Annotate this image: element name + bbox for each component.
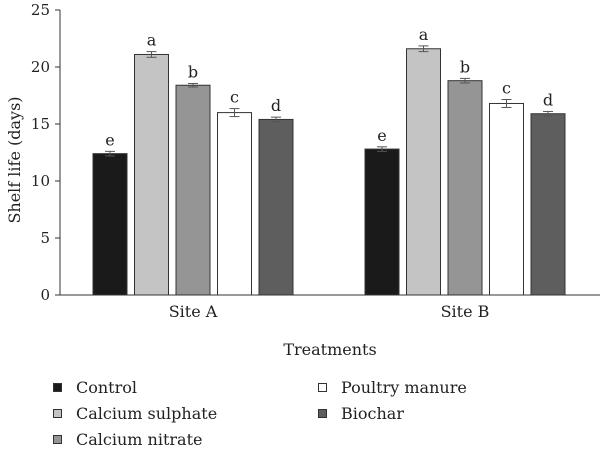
bar [92, 153, 128, 296]
bar [175, 84, 211, 296]
significance-letter: b [188, 63, 198, 82]
bar [364, 148, 400, 296]
bar [489, 102, 524, 296]
y-tick-label: 10 [31, 172, 50, 190]
legend-swatch [318, 409, 327, 418]
significance-letter: e [377, 126, 386, 145]
legend-swatch [318, 383, 327, 392]
y-tick-label: 20 [31, 58, 50, 76]
bar [447, 80, 483, 296]
bars: e a b c d e a b c d [92, 25, 566, 296]
legend-label: Calcium sulphate [76, 404, 218, 423]
x-axis-label: Treatments [283, 340, 376, 359]
legend-item: Biochar [318, 404, 404, 423]
x-axis: Site A Site B [60, 294, 600, 321]
bar-chart: 0 5 10 15 20 25 Site A Site B e a b c d e a b c d Shelf… [5, 1, 600, 359]
y-tick-label: 5 [40, 229, 50, 247]
significance-letter: b [460, 57, 470, 76]
bar [217, 112, 252, 296]
legend-item: Calcium sulphate [53, 404, 217, 423]
legend-swatch [53, 383, 62, 392]
y-tick-label: 25 [31, 1, 50, 19]
bar [406, 48, 441, 296]
y-tick-label: 0 [40, 286, 50, 304]
significance-letter: c [230, 88, 239, 107]
legend-label: Biochar [341, 404, 404, 423]
significance-letter: c [502, 78, 511, 97]
legend-item: Poultry manure [318, 378, 467, 397]
legend-item: Control [53, 378, 137, 397]
bar [530, 113, 566, 296]
legend-label: Poultry manure [341, 378, 467, 397]
x-tick-label: Site B [441, 302, 490, 321]
bar [134, 53, 169, 296]
significance-letter: a [147, 31, 157, 50]
y-axis: 0 5 10 15 20 25 [31, 1, 61, 304]
legend-item: Calcium nitrate [53, 430, 202, 449]
bar [258, 118, 294, 296]
legend: Control Calcium sulphate Calcium nitrate Po… [0, 374, 600, 452]
y-tick-label: 15 [31, 115, 50, 133]
legend-label: Calcium nitrate [76, 430, 203, 449]
x-tick-label: Site A [169, 302, 218, 321]
y-axis-label: Shelf life (days) [5, 96, 24, 223]
significance-letter: a [419, 25, 429, 44]
legend-swatch [53, 409, 62, 418]
legend-label: Control [76, 378, 138, 397]
significance-letter: d [271, 96, 281, 115]
significance-letter: d [543, 90, 553, 109]
legend-swatch [53, 435, 62, 444]
significance-letter: e [105, 130, 114, 149]
